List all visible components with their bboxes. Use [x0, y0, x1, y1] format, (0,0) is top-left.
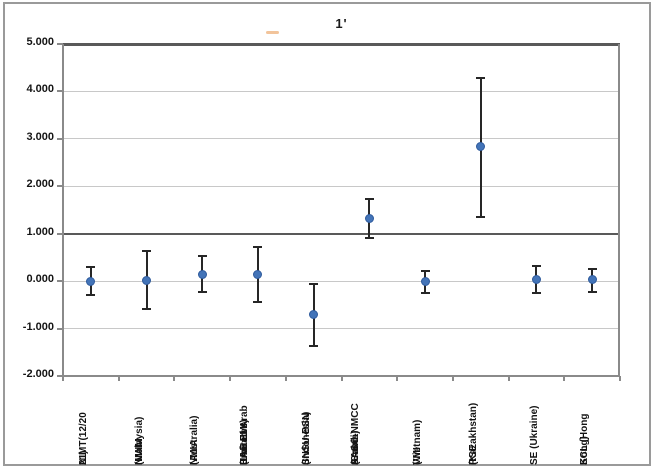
error-bar-cap-top [86, 265, 96, 268]
x-axis-tick [396, 376, 399, 381]
error-bar-cap-top [309, 282, 319, 285]
data-point-marker [531, 274, 541, 284]
error-bar-cap-bottom [86, 294, 96, 297]
data-point-marker [309, 309, 319, 319]
error-bar-cap-top [197, 255, 207, 257]
error-bar-cap-top [253, 245, 263, 248]
data-point-marker [142, 275, 152, 285]
x-axis-category-label-line: (Vietnam) [412, 419, 424, 465]
plot-border-top [63, 43, 620, 46]
error-bar-cap-top [364, 197, 374, 200]
x-axis-tick [563, 376, 566, 381]
y-axis-tick [57, 185, 63, 188]
y-axis-tick-label: 3.000 [26, 130, 54, 143]
error-bar-cap-top [531, 264, 541, 267]
chart-outer-frame [3, 2, 651, 466]
x-axis-category-label: UAE EMI (United Arab Emirates) [239, 381, 277, 465]
x-axis-category-label-line: Arabia) [350, 430, 362, 465]
x-axis-tick [619, 376, 621, 381]
x-axis-category-label: SASO-NMCC (Saudi Arabia) [350, 381, 388, 465]
x-axis-category-label-line: (Kazakhstan) [467, 402, 479, 465]
y-axis-tick [57, 43, 63, 45]
data-point-marker [86, 276, 96, 286]
gridline [63, 185, 620, 187]
y-axis-tick-label: 2.000 [26, 178, 54, 191]
plot-border-right [618, 44, 620, 376]
x-axis-tick [507, 376, 510, 381]
gridline [63, 138, 620, 140]
plot-area: 5.000 4.000 3.000 2.000 1.000 0.000 -1.000 -2.0… [23, 36, 621, 465]
y-axis-tick-label: 0.000 [26, 273, 54, 286]
y-axis-tick-label: -2.000 [22, 368, 54, 380]
y-axis-tick-label: 4.000 [26, 83, 54, 96]
y-axis-tick [57, 232, 63, 235]
error-bar-cap-bottom [420, 292, 430, 294]
x-axis-category-label-line: Emirates) [238, 419, 250, 465]
data-point-marker [587, 275, 597, 285]
error-bar-cap-bottom [587, 291, 597, 294]
x-axis-tick [340, 376, 343, 381]
error-bar-cap-bottom [197, 290, 207, 293]
error-bar-cap-top [142, 250, 152, 253]
x-axis-category-label: VMI (Vietnam) [412, 381, 438, 465]
error-bar-cap-bottom [309, 344, 319, 347]
y-axis-tick-label: -1.000 [22, 320, 54, 333]
error-bar-cap-bottom [253, 301, 263, 304]
y-axis-tick [57, 280, 63, 283]
x-axis-category-label: SNSU-BSN (Indonesia) [301, 381, 327, 465]
x-axis-category-label: RSE (Kazakhstan) [468, 381, 494, 465]
x-axis-tick [173, 376, 176, 381]
y-axis-tick [57, 375, 63, 377]
x-axis-tick [229, 376, 232, 381]
emphasized-gridline [63, 232, 620, 235]
y-axis-tick-label: 1.000 [26, 225, 54, 238]
x-axis-category-label-line: Kong) [579, 436, 591, 465]
x-axis-category-label-line: (Australia) [189, 415, 201, 465]
x-axis-category-label: NIMT(12/20 21) [78, 381, 104, 465]
x-axis-tick [62, 376, 64, 381]
x-axis-category-label: SCL (Hong Kong) [579, 381, 605, 465]
data-point-marker [197, 269, 207, 279]
data-point-marker [420, 277, 430, 287]
chart-title: 1' [335, 16, 348, 31]
gridline [63, 280, 620, 282]
error-bar-cap-top [420, 269, 430, 272]
x-axis-category-label: NMIA (Australia) [189, 381, 215, 465]
y-axis-tick-label: 5.000 [26, 36, 54, 48]
error-bar-cap-top [587, 267, 597, 270]
gridline [63, 328, 620, 330]
gridline [63, 90, 620, 92]
x-axis-category-label-line: 21) [77, 450, 89, 465]
x-axis-tick [284, 376, 287, 381]
x-axis-category-label-line: SE (Ukraine) [529, 405, 541, 465]
faint-orange-dash-artifact [266, 31, 279, 34]
y-axis-tick [57, 90, 63, 93]
data-point-marker [253, 270, 263, 279]
data-point-marker [476, 142, 486, 152]
data-point-marker [364, 214, 374, 224]
y-axis-line [62, 44, 64, 377]
x-axis-category-label-line: (Malaysia) [133, 416, 145, 465]
y-axis-tick [57, 327, 63, 330]
error-bar-cap-top [476, 76, 486, 79]
y-axis-tick [57, 137, 63, 140]
error-bar-cap-bottom [476, 215, 486, 218]
x-axis-tick [117, 376, 120, 381]
error-bar-cap-bottom [364, 237, 374, 240]
x-axis-category-label-line: (Indonesia) [300, 411, 312, 465]
error-bar-cap-bottom [142, 307, 152, 310]
error-bar-cap-bottom [531, 292, 541, 294]
x-axis-tick [451, 376, 454, 381]
x-axis-category-label: SE (Ukraine) [529, 381, 543, 465]
x-axis-category-label: NMIM (Malaysia) [134, 381, 160, 465]
